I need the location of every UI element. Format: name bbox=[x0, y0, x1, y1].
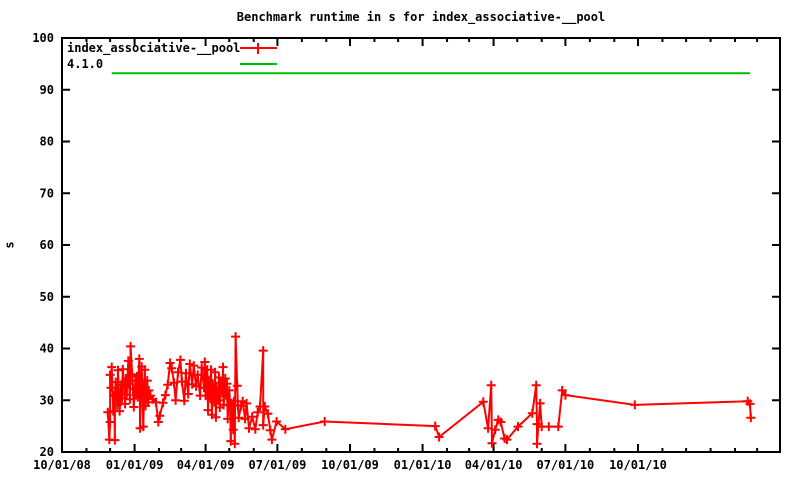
plot-border bbox=[61, 37, 781, 453]
y-tick-label: 30 bbox=[40, 393, 54, 407]
y-tick-label: 60 bbox=[40, 238, 54, 252]
y-axis-unit-label: s bbox=[2, 241, 17, 249]
legend-entry-version-label: 4.1.0 bbox=[67, 57, 104, 71]
legend-green-line-sample bbox=[240, 63, 277, 65]
y-tick-label: 70 bbox=[40, 186, 54, 200]
y-tick-label: 20 bbox=[40, 445, 54, 459]
benchmark-series-markers bbox=[103, 332, 756, 449]
legend-entry-series-label: index_associative-__pool bbox=[67, 41, 241, 55]
y-tick-label: 40 bbox=[40, 342, 54, 356]
x-tick-label: 01/01/09 bbox=[106, 458, 164, 472]
x-tick-label: 10/01/09 bbox=[321, 458, 379, 472]
x-tick-label: 01/01/10 bbox=[394, 458, 452, 472]
y-tick-label: 50 bbox=[40, 290, 54, 304]
x-tick-label: 07/01/10 bbox=[536, 458, 594, 472]
x-tick-label: 04/01/09 bbox=[177, 458, 235, 472]
x-tick-label: 10/01/10 bbox=[609, 458, 667, 472]
y-tick-label: 80 bbox=[40, 135, 54, 149]
y-tick-label: 90 bbox=[40, 83, 54, 97]
x-tick-label: 04/01/10 bbox=[465, 458, 523, 472]
y-tick-label: 100 bbox=[32, 31, 54, 45]
legend-plus-marker-icon bbox=[253, 43, 264, 54]
x-tick-label: 07/01/09 bbox=[249, 458, 307, 472]
x-tick-label: 10/01/08 bbox=[33, 458, 91, 472]
chart-title: Benchmark runtime in s for index_associa… bbox=[236, 10, 606, 24]
